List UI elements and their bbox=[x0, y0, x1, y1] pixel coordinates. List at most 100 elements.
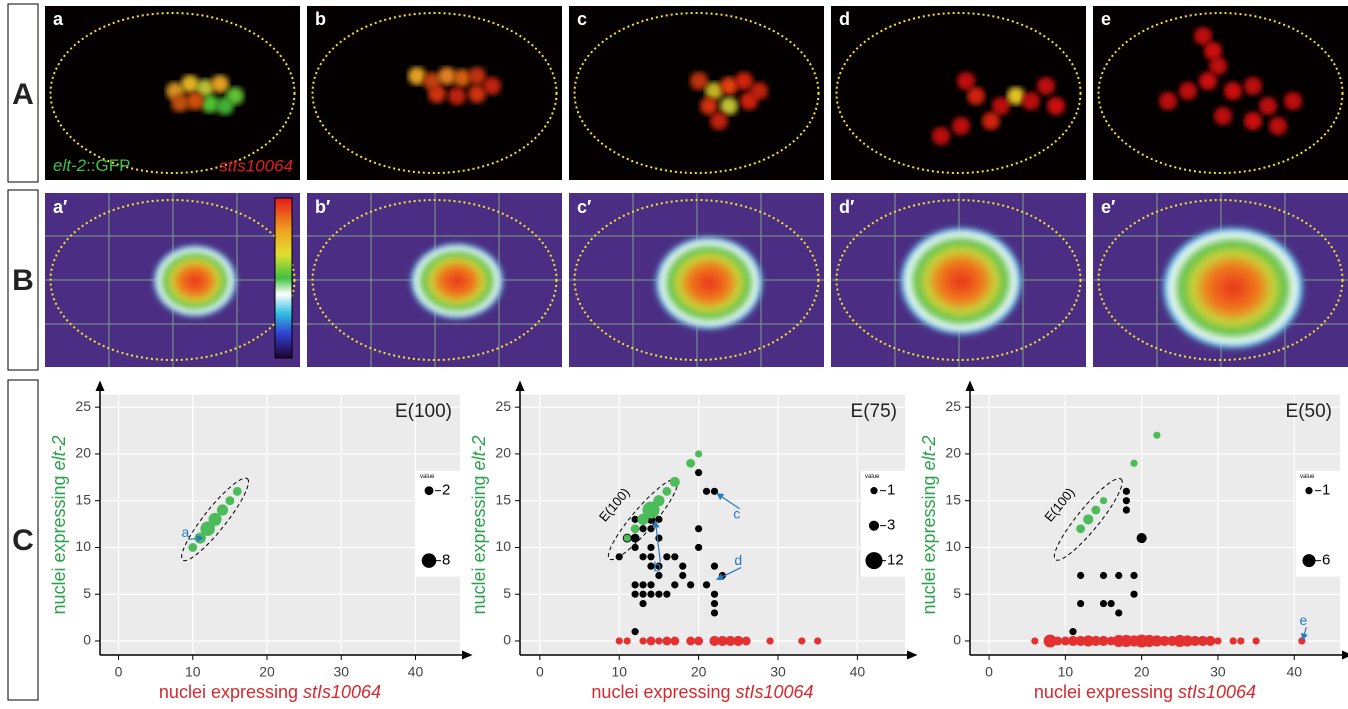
nucleus bbox=[448, 87, 466, 105]
point bbox=[1083, 514, 1093, 524]
nucleus bbox=[211, 75, 229, 93]
nucleus bbox=[1224, 82, 1242, 100]
y-tick-label: 25 bbox=[945, 398, 961, 414]
nucleus bbox=[1194, 27, 1212, 45]
panel-label: e′ bbox=[1101, 197, 1115, 217]
y-tick-label: 20 bbox=[945, 445, 961, 461]
y-tick-label: 5 bbox=[83, 585, 91, 601]
point bbox=[663, 591, 670, 598]
row-label: C bbox=[12, 524, 34, 557]
image-panel: e bbox=[1093, 6, 1348, 180]
point bbox=[1298, 637, 1305, 644]
point bbox=[647, 581, 654, 588]
gfp-suffix: ::GFP bbox=[86, 156, 130, 175]
label-part: nuclei expressing bbox=[159, 682, 303, 702]
panel-label: e bbox=[1101, 9, 1111, 29]
nucleus bbox=[690, 72, 708, 90]
label-part: elt-2 bbox=[919, 435, 939, 470]
point bbox=[695, 450, 702, 457]
y-tick-label: 15 bbox=[75, 491, 91, 507]
point bbox=[639, 637, 646, 644]
point bbox=[1123, 506, 1130, 513]
point bbox=[616, 553, 623, 560]
micrograph bbox=[569, 6, 824, 180]
point bbox=[632, 591, 639, 598]
point bbox=[624, 534, 631, 541]
panel-label: b′ bbox=[315, 197, 330, 217]
point bbox=[1230, 637, 1237, 644]
nucleus bbox=[720, 97, 738, 115]
x-tick-label: 0 bbox=[536, 664, 544, 680]
nucleus bbox=[932, 127, 950, 145]
chart-title: E(75) bbox=[851, 401, 897, 422]
annotation-label: d bbox=[734, 552, 742, 568]
point bbox=[703, 581, 710, 588]
point bbox=[647, 637, 656, 646]
legend-title: value bbox=[1300, 474, 1315, 480]
legend-label: 1 bbox=[1322, 482, 1330, 499]
image-panel: d bbox=[831, 6, 1086, 180]
nucleus bbox=[952, 117, 970, 135]
nucleus bbox=[1037, 77, 1055, 95]
label-part: stIs10064 bbox=[736, 682, 814, 702]
legend-title: value bbox=[420, 474, 435, 480]
nucleus bbox=[1047, 97, 1065, 115]
point bbox=[624, 637, 631, 644]
x-tick-label: 10 bbox=[611, 664, 627, 680]
panel-label: a′ bbox=[53, 197, 67, 217]
point bbox=[711, 563, 718, 570]
y-tick-label: 20 bbox=[75, 445, 91, 461]
point bbox=[686, 637, 695, 646]
point bbox=[647, 525, 654, 532]
nucleus bbox=[1209, 57, 1227, 75]
y-tick-label: 0 bbox=[83, 632, 91, 648]
point bbox=[1077, 600, 1084, 607]
point bbox=[653, 495, 664, 506]
gfp-gene: elt-2 bbox=[53, 156, 87, 175]
nucleus bbox=[216, 97, 234, 115]
x-tick-label: 20 bbox=[259, 664, 275, 680]
nucleus bbox=[1284, 92, 1302, 110]
nucleus bbox=[1244, 112, 1262, 130]
point bbox=[639, 553, 646, 560]
nucleus bbox=[1159, 92, 1177, 110]
point bbox=[639, 581, 646, 588]
point bbox=[711, 591, 718, 598]
point bbox=[632, 628, 639, 635]
point bbox=[711, 488, 718, 495]
y-axis-label: nuclei expressing elt-2 bbox=[49, 435, 69, 614]
point bbox=[694, 637, 703, 646]
point bbox=[1115, 572, 1122, 579]
label-part: elt-2 bbox=[469, 435, 489, 470]
point bbox=[695, 544, 702, 551]
annotation-label: b bbox=[653, 559, 661, 575]
panel-label: c′ bbox=[577, 197, 591, 217]
point bbox=[663, 553, 670, 560]
point bbox=[631, 534, 640, 543]
image-panel: d′ bbox=[831, 193, 1086, 367]
legend-label: 3 bbox=[887, 517, 895, 534]
panel-label: d bbox=[839, 9, 850, 29]
point bbox=[742, 637, 751, 646]
image-panel: e′ bbox=[1093, 193, 1348, 367]
point bbox=[225, 496, 234, 505]
point bbox=[686, 459, 695, 468]
y-tick-label: 15 bbox=[495, 491, 511, 507]
density bbox=[152, 244, 238, 318]
point bbox=[655, 534, 662, 541]
row-label: A bbox=[12, 78, 34, 111]
legend-title: value bbox=[865, 474, 880, 480]
panel-label: d′ bbox=[839, 197, 854, 217]
label-part: elt-2 bbox=[49, 435, 69, 470]
x-axis-label: nuclei expressing stIs10064 bbox=[159, 682, 381, 702]
y-tick-label: 5 bbox=[953, 585, 961, 601]
point bbox=[662, 637, 671, 646]
x-tick-label: 0 bbox=[985, 664, 993, 680]
label-part: nuclei expressing bbox=[49, 470, 69, 614]
y-axis-label: nuclei expressing elt-2 bbox=[469, 435, 489, 614]
point bbox=[1130, 591, 1137, 598]
y-tick-label: 10 bbox=[945, 538, 961, 554]
point bbox=[632, 544, 639, 551]
nucleus bbox=[428, 85, 446, 103]
legend-label: 6 bbox=[1322, 552, 1330, 569]
